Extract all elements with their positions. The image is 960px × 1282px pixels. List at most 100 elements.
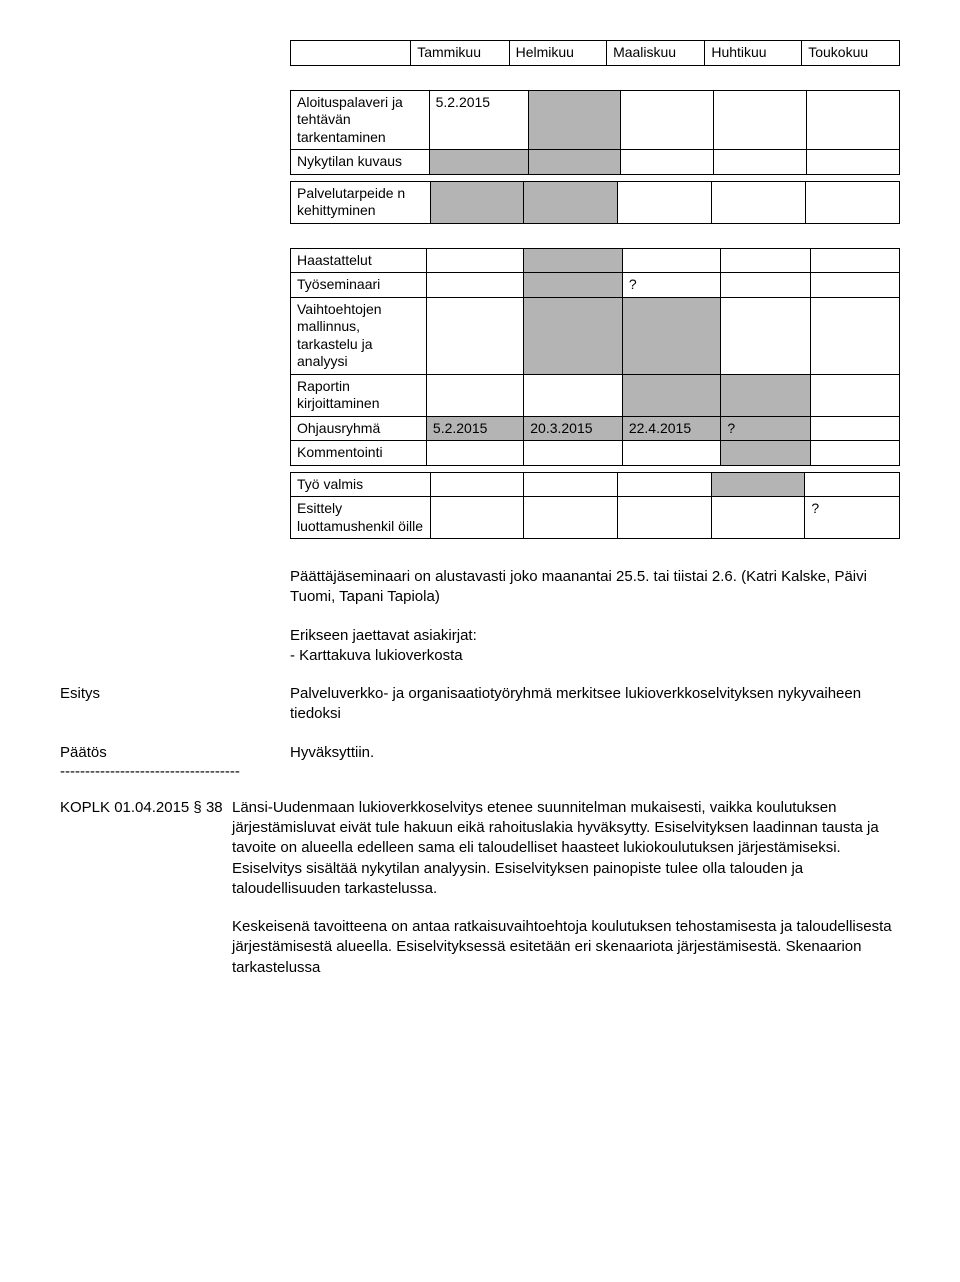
erikseen-paragraph: Erikseen jaettavat asiakirjat: - Karttak… — [290, 626, 900, 667]
label-vaihtoehtojen: Vaihtoehtojen mallinnus, tarkastelu ja a… — [291, 297, 427, 374]
cell — [524, 297, 623, 374]
label-ohjausryhma: Ohjausryhmä — [291, 416, 427, 441]
cell — [524, 497, 618, 539]
cell — [618, 497, 712, 539]
schedule-block-1: Aloituspalaveri ja tehtävän tarkentamine… — [290, 90, 900, 175]
cell — [524, 472, 618, 497]
cell — [712, 181, 806, 223]
label-haastattelut: Haastattelut — [291, 248, 427, 273]
koplk-p1: Länsi-Uudenmaan lukioverkkoselvitys eten… — [232, 798, 900, 899]
cell — [618, 472, 712, 497]
schedule-block-2: Palvelutarpeide n kehittyminen — [290, 181, 900, 224]
cell: 5.2.2015 — [426, 416, 523, 441]
label-nykytilan: Nykytilan kuvaus — [291, 150, 430, 175]
label-kommentointi: Kommentointi — [291, 441, 427, 466]
cell — [524, 181, 618, 223]
cell — [622, 248, 721, 273]
cell — [528, 90, 621, 150]
cell — [621, 90, 714, 150]
month-helmikuu: Helmikuu — [509, 41, 606, 66]
cell — [721, 374, 811, 416]
cell — [426, 248, 523, 273]
cell — [806, 181, 900, 223]
month-huhtikuu: Huhtikuu — [705, 41, 802, 66]
cell — [622, 441, 721, 466]
koplk-p2: Keskeisenä tavoitteena on antaa ratkaisu… — [232, 917, 900, 978]
cell — [811, 297, 900, 374]
month-toukokuu: Toukokuu — [802, 41, 900, 66]
cell — [524, 441, 623, 466]
cell — [811, 441, 900, 466]
paattaja-paragraph: Päättäjäseminaari on alustavasti joko ma… — [290, 567, 900, 608]
cell — [711, 497, 805, 539]
cell — [721, 248, 811, 273]
cell — [430, 497, 524, 539]
cell — [429, 150, 528, 175]
month-maaliskuu: Maaliskuu — [607, 41, 705, 66]
erikseen-line1: Erikseen jaettavat asiakirjat: — [290, 627, 477, 644]
label-palvelutarpeiden: Palvelutarpeide n kehittyminen — [291, 181, 431, 223]
esitys-label: Esitys — [60, 684, 220, 725]
row-haastattelut: Haastattelut — [291, 248, 900, 273]
cell: 20.3.2015 — [524, 416, 623, 441]
koplk-label: KOPLK 01.04.2015 § 38 — [60, 798, 232, 978]
cell — [426, 273, 523, 298]
cell — [618, 181, 712, 223]
label-raportin: Raportin kirjoittaminen — [291, 374, 427, 416]
paatos-text: Hyväksyttiin. — [220, 743, 900, 763]
separator-dashes: ------------------------------------ — [60, 763, 900, 780]
row-palvelutarpeiden: Palvelutarpeide n kehittyminen — [291, 181, 900, 223]
cell: ? — [805, 497, 900, 539]
row-tyovalmis: Työ valmis — [291, 472, 900, 497]
cell — [721, 297, 811, 374]
cell — [524, 273, 623, 298]
cell — [714, 150, 807, 175]
row-raportin: Raportin kirjoittaminen — [291, 374, 900, 416]
month-tammikuu: Tammikuu — [411, 41, 509, 66]
cell: ? — [622, 273, 721, 298]
cell — [426, 441, 523, 466]
esitys-row: Esitys Palveluverkko- ja organisaatiotyö… — [60, 684, 900, 725]
schedule-block-3: Haastattelut Työseminaari ? Vaihtoehtoje… — [290, 248, 900, 466]
schedule-block-4: Työ valmis Esittely luottamushenkil öill… — [290, 472, 900, 540]
cell — [621, 150, 714, 175]
koplk-section: KOPLK 01.04.2015 § 38 Länsi-Uudenmaan lu… — [60, 798, 900, 978]
cell: ? — [721, 416, 811, 441]
cell: 5.2.2015 — [429, 90, 528, 150]
label-esittely: Esittely luottamushenkil öille — [291, 497, 431, 539]
cell — [524, 374, 623, 416]
cell — [811, 416, 900, 441]
cell — [622, 374, 721, 416]
cell — [811, 374, 900, 416]
cell — [807, 150, 900, 175]
cell — [714, 90, 807, 150]
row-aloituspalaveri: Aloituspalaveri ja tehtävän tarkentamine… — [291, 90, 900, 150]
cell — [721, 441, 811, 466]
paatos-label: Päätös — [60, 743, 220, 763]
cell — [426, 297, 523, 374]
cell — [528, 150, 621, 175]
cell — [524, 248, 623, 273]
erikseen-line2: - Karttakuva lukioverkosta — [290, 647, 463, 664]
esitys-text: Palveluverkko- ja organisaatiotyöryhmä m… — [220, 684, 900, 725]
row-tyoseminaari: Työseminaari ? — [291, 273, 900, 298]
cell — [430, 181, 524, 223]
cell — [811, 273, 900, 298]
cell — [426, 374, 523, 416]
row-kommentointi: Kommentointi — [291, 441, 900, 466]
label-tyovalmis: Työ valmis — [291, 472, 431, 497]
cell — [805, 472, 900, 497]
row-vaihtoehtojen: Vaihtoehtojen mallinnus, tarkastelu ja a… — [291, 297, 900, 374]
cell: 22.4.2015 — [622, 416, 721, 441]
cell — [622, 297, 721, 374]
schedule-table: Tammikuu Helmikuu Maaliskuu Huhtikuu Tou… — [290, 40, 900, 66]
paatos-row: Päätös Hyväksyttiin. — [60, 743, 900, 763]
cell — [807, 90, 900, 150]
cell — [721, 273, 811, 298]
label-tyoseminaari: Työseminaari — [291, 273, 427, 298]
schedule-table-wrapper: Tammikuu Helmikuu Maaliskuu Huhtikuu Tou… — [290, 40, 900, 539]
cell — [711, 472, 805, 497]
row-ohjausryhma: Ohjausryhmä 5.2.2015 20.3.2015 22.4.2015… — [291, 416, 900, 441]
row-nykytilan: Nykytilan kuvaus — [291, 150, 900, 175]
row-esittely: Esittely luottamushenkil öille ? — [291, 497, 900, 539]
